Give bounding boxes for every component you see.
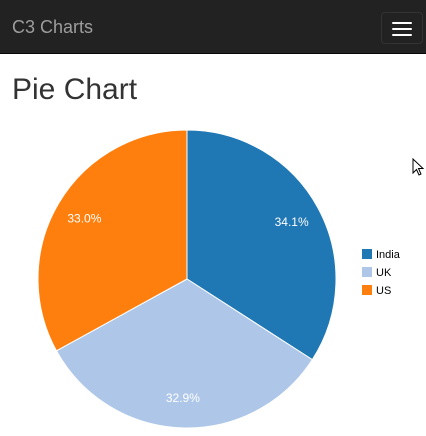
navbar: C3 Charts <box>0 0 426 54</box>
mouse-pointer-icon <box>412 158 425 176</box>
legend-item-us[interactable]: US <box>362 285 391 297</box>
pie-slice-india[interactable] <box>186 129 337 361</box>
menu-bar <box>392 34 412 36</box>
hamburger-menu-icon[interactable] <box>381 12 423 44</box>
pie-label-india: 34.1% <box>275 215 309 229</box>
legend-label: India <box>376 249 401 261</box>
page-title: Pie Chart <box>12 73 138 106</box>
menu-bar <box>392 28 412 30</box>
legend-swatch <box>362 249 372 259</box>
legend-swatch <box>362 267 372 277</box>
menu-bar <box>392 22 412 24</box>
pie-label-uk: 32.9% <box>166 391 200 405</box>
legend-swatch <box>362 285 372 295</box>
pie-slice-uk[interactable] <box>55 278 313 429</box>
legend-label: UK <box>376 267 392 279</box>
legend-item-uk[interactable]: UK <box>362 267 392 279</box>
navbar-brand[interactable]: C3 Charts <box>12 17 94 37</box>
legend-item-india[interactable]: India <box>362 249 401 261</box>
pie-label-us: 33.0% <box>67 211 101 225</box>
legend-label: US <box>376 285 391 297</box>
pie-slice-us[interactable] <box>37 129 188 352</box>
